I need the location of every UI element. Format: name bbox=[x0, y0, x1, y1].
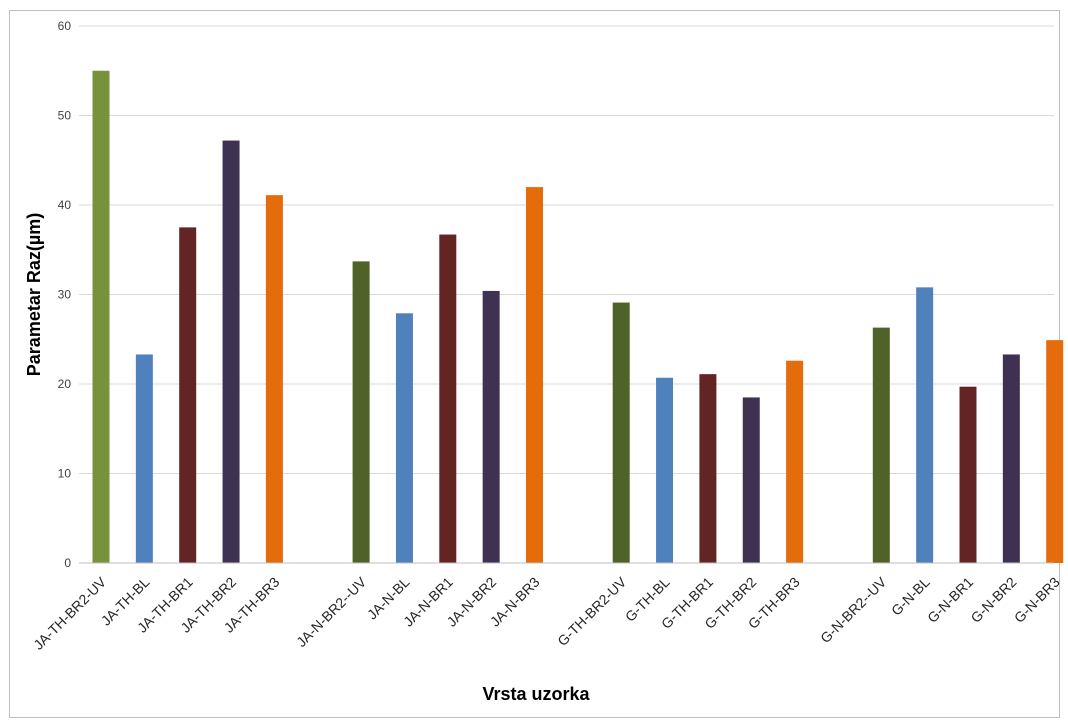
y-tick-label: 40 bbox=[58, 198, 72, 212]
y-tick-label: 10 bbox=[58, 467, 72, 481]
bar bbox=[482, 290, 500, 563]
x-category-label: G-N-BR1 bbox=[924, 574, 976, 626]
bar bbox=[699, 374, 717, 563]
y-axis-title: Parametar Raz(µm) bbox=[24, 213, 44, 376]
y-tick-label: 60 bbox=[58, 19, 72, 33]
bar bbox=[352, 261, 370, 563]
x-category-label: G-TH-BR2-UV bbox=[554, 573, 630, 649]
bar bbox=[439, 234, 457, 563]
x-axis-title: Vrsta uzorka bbox=[482, 684, 590, 704]
gridlines bbox=[79, 25, 1054, 474]
bar bbox=[959, 386, 977, 563]
y-tick-label: 30 bbox=[58, 288, 72, 302]
bar bbox=[872, 327, 890, 563]
y-axis-ticks: 0 10 20 30 40 50 60 bbox=[58, 19, 72, 570]
bar bbox=[395, 313, 413, 563]
bar bbox=[612, 302, 630, 563]
bar bbox=[786, 360, 804, 563]
bar bbox=[265, 195, 283, 563]
bar bbox=[742, 397, 760, 563]
x-category-label: G-N-BR2--UV bbox=[817, 573, 890, 646]
bar bbox=[1046, 340, 1064, 563]
bar bbox=[92, 70, 110, 563]
x-category-label: JA-N-BR2--UV bbox=[293, 573, 370, 650]
bar bbox=[916, 287, 934, 563]
bar bbox=[526, 187, 543, 563]
x-axis-category-labels: JA-TH-BR2-UVJA-TH-BLJA-TH-BR1JA-TH-BR2JA… bbox=[30, 573, 1063, 652]
y-tick-label: 20 bbox=[58, 377, 72, 391]
bar bbox=[135, 354, 153, 563]
x-category-label: G-N-BR3 bbox=[1011, 574, 1063, 626]
bar bbox=[656, 377, 674, 563]
y-tick-label: 0 bbox=[64, 556, 71, 570]
x-category-label: JA-TH-BR2-UV bbox=[30, 573, 109, 652]
bar bbox=[1002, 354, 1020, 563]
bars bbox=[92, 70, 1064, 563]
bar bbox=[222, 140, 240, 563]
x-category-label: G-N-BR2 bbox=[967, 574, 1019, 626]
y-tick-label: 50 bbox=[58, 109, 72, 123]
bar bbox=[179, 227, 197, 563]
